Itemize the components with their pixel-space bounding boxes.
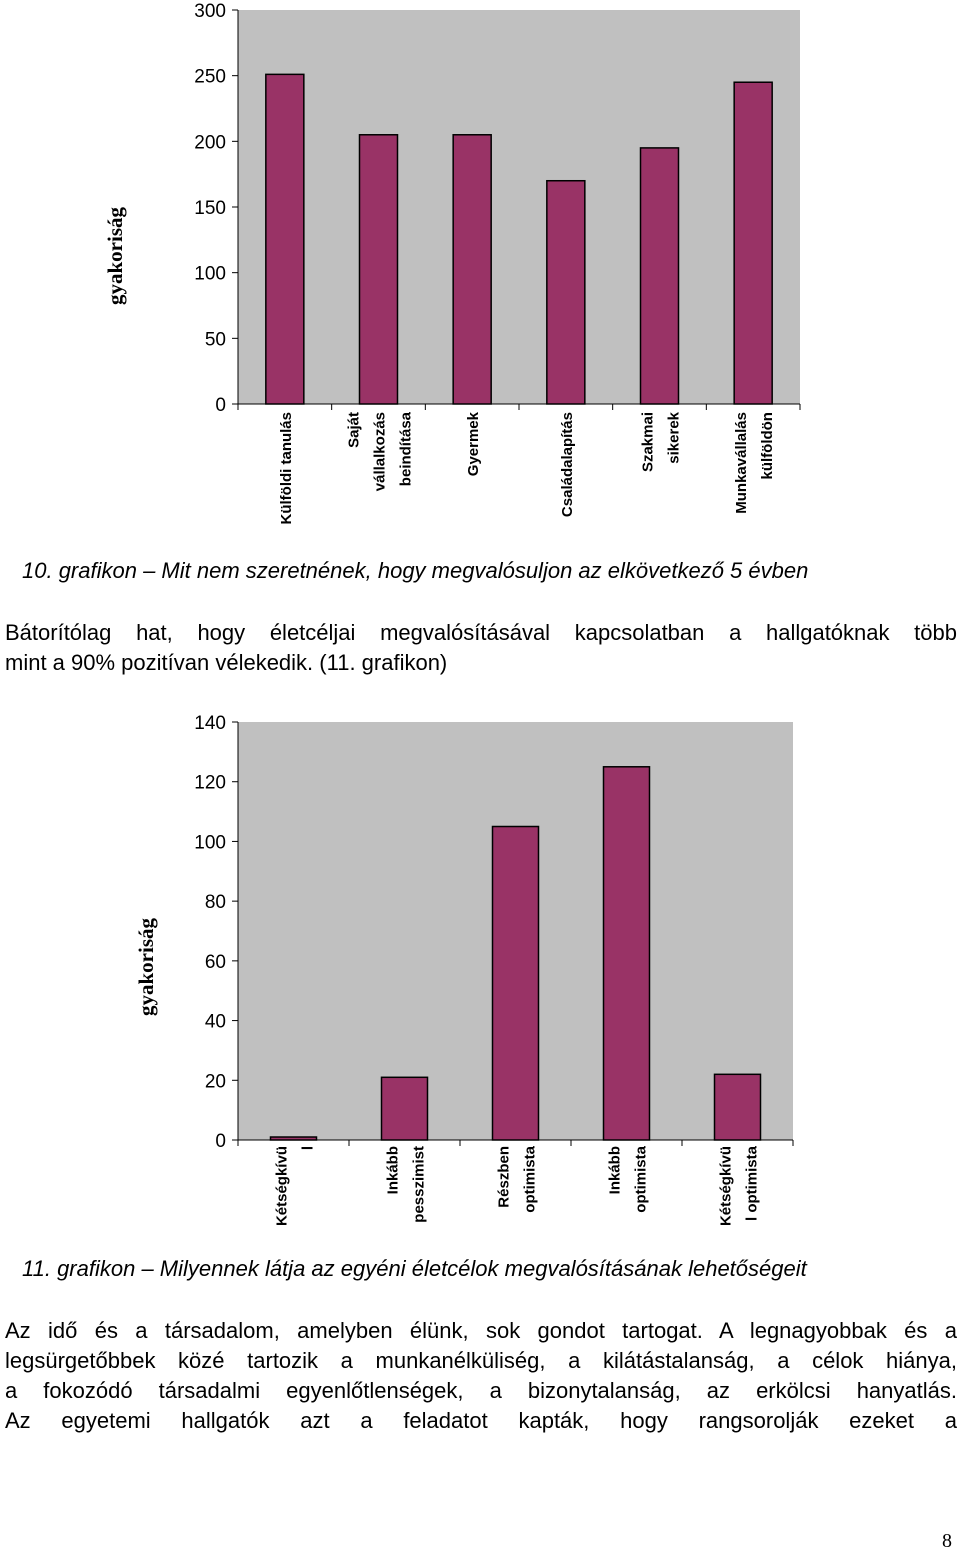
category-label-line: pesszimist	[411, 1146, 428, 1223]
category-label: Kétségkívü l optimista	[718, 1145, 761, 1226]
category-label-line: Inkább	[385, 1146, 402, 1194]
category-label: Inkább optimista	[607, 1145, 650, 1212]
y-tick-label: 120	[194, 773, 226, 794]
page-number: 8	[942, 1530, 952, 1552]
bar	[733, 81, 773, 405]
y-tick-label: 250	[194, 67, 226, 88]
category-label-line: Szakmai	[640, 412, 657, 472]
chart-outlook: 0 20 40 60 80 100 120 140 gyakoriság Kétségkívü l I…	[0, 712, 960, 1252]
caption-chart-10: 10. grafikon – Mit nem szeretnének, hogy…	[22, 558, 809, 583]
y-axis-label: gyakoriság	[103, 207, 127, 306]
category-label: Kétségkívü l	[274, 1146, 317, 1226]
bar-chart-10: 0 50 100 150 200 250 300 gyakoriság Külföldi tan…	[103, 1, 801, 525]
category-label-line: l	[300, 1146, 317, 1150]
y-tick-label: 150	[194, 198, 226, 219]
category-label: Inkább pesszimist	[385, 1146, 428, 1223]
bar	[380, 1076, 429, 1141]
category-label: Családalapítás	[559, 412, 576, 517]
bar	[639, 147, 680, 405]
paragraph-2-line-2: legsürgetőbbek közé tartozik a munkanélk…	[5, 1348, 957, 1373]
bar	[269, 1136, 318, 1141]
category-label: Munkavállalás külföldön	[733, 412, 776, 514]
category-label: Saját vállalkozás beindítása	[346, 411, 415, 491]
y-tick-label: 20	[205, 1071, 226, 1092]
category-label-line: külföldön	[759, 412, 776, 480]
y-tick-label: 100	[194, 264, 226, 285]
bar	[546, 179, 586, 405]
bar	[358, 134, 399, 405]
paragraph-1-line-2: mint a 90% pozitívan vélekedik. (11. gra…	[5, 650, 448, 675]
category-label-line: optimista	[522, 1145, 539, 1212]
category-label-line: vállalkozás	[372, 412, 389, 491]
y-tick-label: 0	[215, 1131, 226, 1152]
y-tick-label: 40	[205, 1012, 226, 1033]
bar	[452, 134, 492, 405]
bar	[491, 825, 540, 1141]
plot-area	[238, 10, 800, 404]
category-label-line: Részben	[496, 1146, 513, 1208]
category-label: Szakmai sikerek	[640, 411, 683, 472]
category-label: Külföldi tanulás	[278, 412, 295, 525]
bar	[265, 73, 305, 405]
category-label-line: Saját	[346, 412, 363, 448]
category-label-line: Külföldi tanulás	[278, 412, 295, 525]
y-tick-label: 50	[205, 329, 226, 350]
y-tick-label: 200	[194, 132, 226, 153]
category-label-line: Gyermek	[465, 411, 482, 476]
category-label-line: Inkább	[607, 1146, 624, 1194]
y-tick-label: 140	[194, 713, 226, 734]
category-label: Gyermek	[465, 411, 482, 476]
category-label-line: sikerek	[666, 411, 683, 463]
paragraph-2-line-3: a fokozódó társadalmi egyenlőtlenségek, …	[5, 1378, 957, 1403]
bar-chart-11: 0 20 40 60 80 100 120 140 gyakoriság Kétségkívü l I…	[134, 713, 794, 1226]
chart-wishes: 0 50 100 150 200 250 300 gyakoriság Külföldi tan…	[0, 0, 960, 548]
y-tick-label: 60	[205, 952, 226, 973]
y-tick-label: 100	[194, 832, 226, 853]
category-label-line: l optimista	[744, 1145, 761, 1221]
caption-chart-11: 11. grafikon – Milyennek látja az egyéni…	[22, 1256, 807, 1281]
y-axis-label: gyakoriság	[134, 918, 158, 1017]
category-label-line: Munkavállalás	[733, 412, 750, 514]
category-label-line: beindítása	[398, 411, 415, 486]
y-tick-label: 0	[215, 395, 226, 416]
y-tick-label: 80	[205, 892, 226, 913]
bar	[713, 1073, 762, 1141]
y-tick-label: 300	[194, 1, 226, 22]
paragraph-2-line-1: Az idő és a társadalom, amelyben élünk, …	[5, 1318, 957, 1343]
category-label-line: Családalapítás	[559, 412, 576, 517]
paragraph-2-line-4: Az egyetemi hallgatók azt a feladatot ka…	[5, 1408, 957, 1433]
bar	[602, 766, 651, 1141]
category-label-line: Kétségkívü	[718, 1146, 735, 1226]
category-label: Részben optimista	[496, 1145, 539, 1212]
category-label-line: optimista	[633, 1145, 650, 1212]
category-label-line: Kétségkívü	[274, 1146, 291, 1226]
paragraph-1-line-1: Bátorítólag hat, hogy életcéljai megvaló…	[5, 620, 957, 645]
